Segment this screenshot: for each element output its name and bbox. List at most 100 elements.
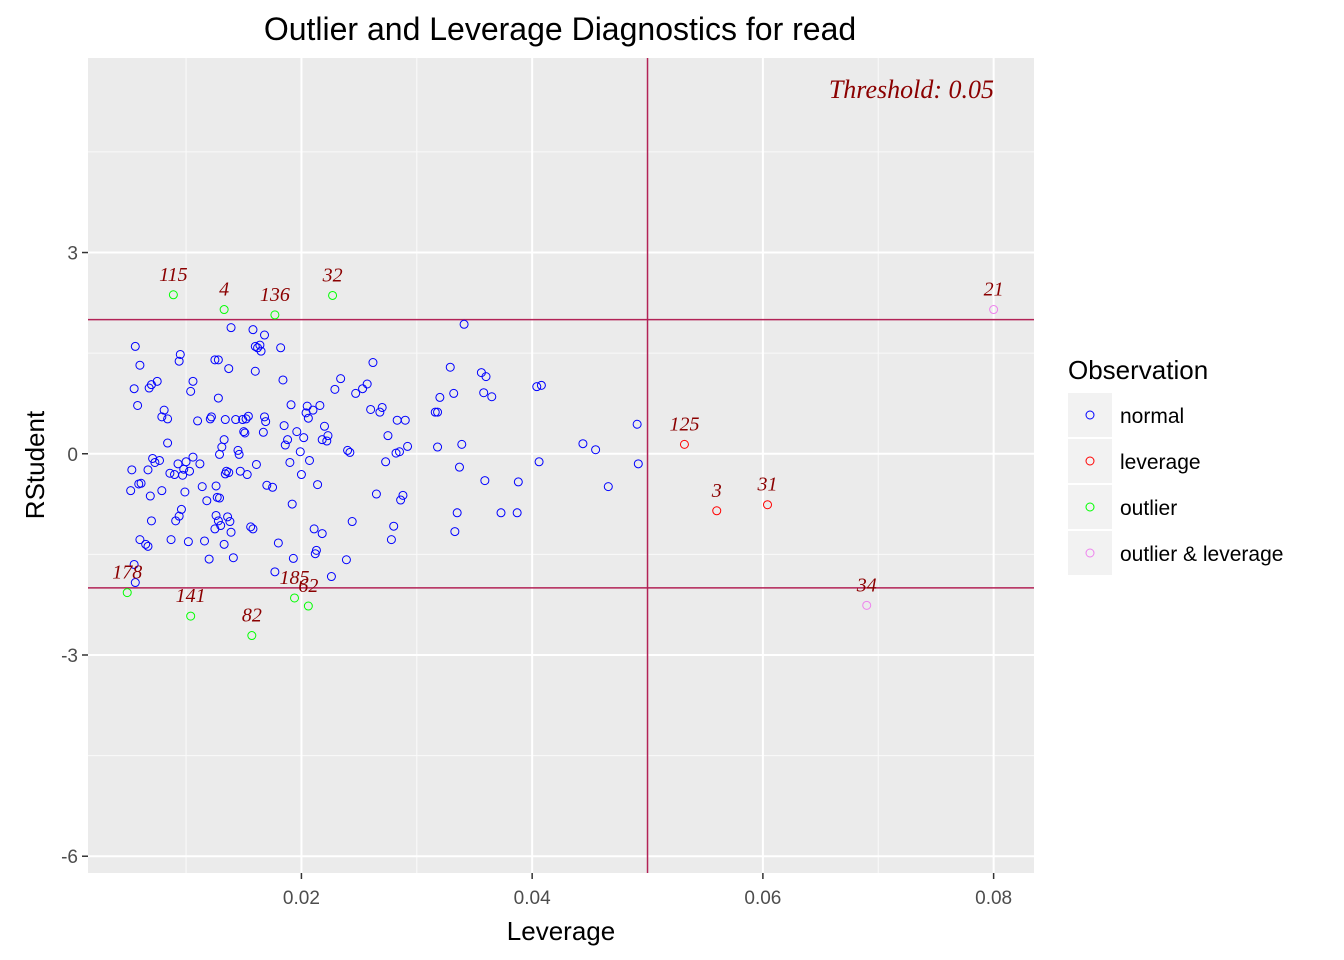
data-point-outlier <box>122 588 132 598</box>
data-point-normal <box>135 360 145 370</box>
data-point-normal <box>305 455 315 465</box>
data-point-outlier-leverage <box>862 600 872 610</box>
data-point-normal <box>603 482 613 492</box>
data-point-normal <box>210 355 220 365</box>
data-point-normal <box>480 476 490 486</box>
data-point-normal <box>179 464 189 474</box>
data-point-normal <box>183 537 193 547</box>
data-point-normal <box>459 319 469 329</box>
data-point-normal <box>213 393 223 403</box>
data-point-normal <box>143 465 153 475</box>
data-point-normal <box>234 449 244 459</box>
data-point-normal <box>285 457 295 467</box>
legend-key-outlier <box>1068 485 1112 529</box>
data-point-normal <box>250 366 260 376</box>
data-point-normal <box>204 554 214 564</box>
data-point-normal <box>308 405 318 415</box>
data-point-normal <box>496 508 506 518</box>
data-point-normal <box>226 323 236 333</box>
data-point-outlier <box>290 593 300 603</box>
data-point-normal <box>283 435 293 445</box>
data-point-normal <box>197 482 207 492</box>
data-point-normal <box>256 346 266 356</box>
data-point-normal <box>343 445 353 455</box>
data-point-normal <box>243 411 253 421</box>
data-point-normal <box>250 341 260 351</box>
threshold-label: Threshold: 0.05 <box>829 75 994 104</box>
data-point-normal <box>430 407 440 417</box>
x-axis-title: Leverage <box>507 916 615 946</box>
data-point-normal <box>163 438 173 448</box>
y-tick-label: 3 <box>67 244 78 265</box>
point-label: 136 <box>260 284 290 306</box>
data-point-normal <box>286 400 296 410</box>
legend-key-normal <box>1068 393 1112 437</box>
data-point-normal <box>220 469 230 479</box>
data-point-normal <box>341 555 351 565</box>
legend-title: Observation <box>1068 355 1208 385</box>
data-point-normal <box>433 407 443 417</box>
point-label: 178 <box>112 562 142 584</box>
data-point-normal <box>450 527 460 537</box>
data-point-normal <box>185 466 195 476</box>
data-point-normal <box>336 374 346 384</box>
data-point-normal <box>330 384 340 394</box>
data-point-normal <box>145 491 155 501</box>
reference-lines <box>88 58 1034 873</box>
data-point-normal <box>457 439 467 449</box>
point-label: 3 <box>711 480 722 502</box>
data-point-normal <box>278 375 288 385</box>
data-point-normal <box>366 404 376 414</box>
plot-panel <box>88 58 1034 873</box>
data-point-normal <box>513 477 523 487</box>
point-label: 21 <box>984 279 1004 301</box>
data-point-normal <box>322 436 332 446</box>
data-point-normal <box>512 508 522 518</box>
data-point-leverage <box>712 506 722 516</box>
data-point-normal <box>351 388 361 398</box>
legend-symbol <box>1085 456 1095 466</box>
point-label: 125 <box>669 413 699 435</box>
x-tick-label: 0.04 <box>514 888 551 909</box>
data-point-normal <box>157 486 167 496</box>
data-point-normal <box>130 341 140 351</box>
data-point-normal <box>375 407 385 417</box>
data-point-normal <box>279 421 289 431</box>
point-label: 185 <box>280 567 310 589</box>
y-tick-label: 0 <box>67 445 78 466</box>
data-point-normal <box>317 529 327 539</box>
data-point-normal <box>362 379 372 389</box>
data-point-normal <box>454 462 464 472</box>
data-point-normal <box>159 405 169 415</box>
chart-title: Outlier and Leverage Diagnostics for rea… <box>264 11 856 47</box>
legend-key-outlier-leverage <box>1068 531 1112 575</box>
data-point-normal <box>433 442 443 452</box>
data-point-normal <box>152 376 162 386</box>
data-point-normal <box>239 427 249 437</box>
data-point-normal <box>309 524 319 534</box>
data-point-normal <box>133 400 143 410</box>
data-point-normal <box>216 521 226 531</box>
y-tick-label: -3 <box>61 646 78 667</box>
point-label: 34 <box>856 574 877 596</box>
data-point-normal <box>323 431 333 441</box>
data-point-normal <box>200 536 210 546</box>
data-point-normal <box>129 559 139 569</box>
data-point-normal <box>536 380 546 390</box>
data-point-normal <box>188 452 198 462</box>
data-point-normal <box>178 470 188 480</box>
data-point-outlier <box>303 601 313 611</box>
data-point-normal <box>326 572 336 582</box>
data-point-normal <box>260 330 270 340</box>
data-point-normal <box>347 517 357 527</box>
data-point-normal <box>260 412 270 422</box>
x-axis: 0.02 0.04 0.06 0.08 <box>283 873 1012 909</box>
data-point-normal <box>262 480 272 490</box>
data-point-normal <box>303 413 313 423</box>
legend-label: leverage <box>1120 451 1201 474</box>
data-point-normal <box>248 325 258 335</box>
data-point-normal <box>155 455 165 465</box>
data-point-normal <box>157 412 167 422</box>
data-point-normal <box>241 414 251 424</box>
